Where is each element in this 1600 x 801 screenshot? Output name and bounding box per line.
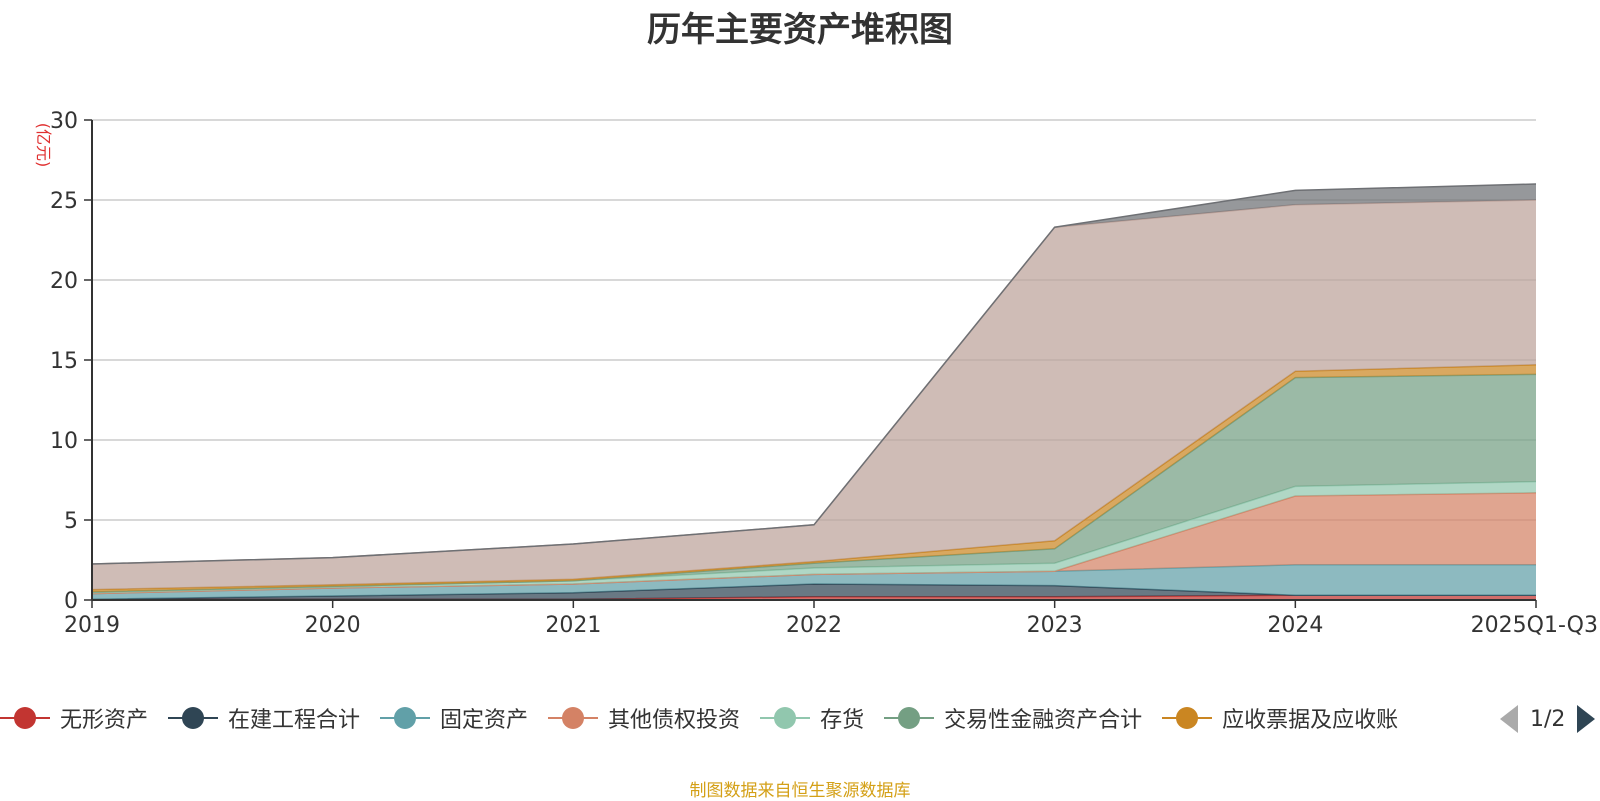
legend-item[interactable]: 在建工程合计 — [168, 702, 360, 734]
x-tick-label: 2022 — [786, 613, 842, 638]
legend-pager: 1/2 — [1500, 705, 1596, 733]
legend-item[interactable]: 交易性金融资产合计 — [884, 702, 1142, 734]
y-tick-label: 0 — [64, 589, 78, 614]
legend: 无形资产 在建工程合计 固定资产 其他债权投资 存货 交易性金融资产合计 应收票据及应收账 — [0, 700, 1418, 736]
legend-label: 无形资产 — [60, 708, 149, 733]
y-axis-label: (亿元) — [34, 123, 53, 168]
x-tick-label: 2025Q1-Q3 — [1471, 613, 1598, 638]
legend-item[interactable]: 存货 — [760, 702, 864, 734]
legend-label: 交易性金融资产合计 — [944, 708, 1143, 733]
y-tick-label: 25 — [50, 189, 78, 214]
area-series-5 — [92, 374, 1536, 592]
legend-marker-icon — [548, 706, 599, 730]
area-series-1 — [92, 584, 1536, 600]
legend-marker-icon — [760, 706, 811, 730]
legend-label: 存货 — [820, 708, 865, 733]
legend-label: 在建工程合计 — [228, 708, 361, 733]
chart-title: 历年主要资产堆积图 — [647, 10, 953, 50]
legend-item[interactable]: 固定资产 — [380, 702, 528, 734]
legend-marker-icon — [380, 706, 431, 730]
legend-marker-icon — [1162, 706, 1213, 730]
legend-marker-icon — [884, 706, 935, 730]
x-tick-label: 2023 — [1027, 613, 1083, 638]
y-tick-label: 10 — [50, 429, 78, 454]
area-series-2 — [92, 564, 1536, 600]
legend-item[interactable]: 应收票据及应收账 — [1162, 702, 1398, 734]
legend-label: 固定资产 — [440, 708, 529, 733]
legend-marker-icon — [0, 706, 50, 730]
line-series-8 — [91, 183, 1537, 565]
area-series-3 — [92, 492, 1536, 594]
pager-prev-arrow-icon[interactable] — [1500, 705, 1518, 733]
x-tick-label: 2019 — [64, 613, 120, 638]
legend-marker-icon — [168, 706, 219, 730]
y-tick-label: 20 — [50, 269, 78, 294]
x-tick-label: 2020 — [305, 613, 361, 638]
legend-label: 其他债权投资 — [608, 708, 741, 733]
y-tick-label: 30 — [50, 109, 78, 134]
legend-label: 应收票据及应收账 — [1222, 708, 1399, 733]
y-tick-label: 5 — [64, 509, 78, 534]
y-tick-label: 15 — [50, 349, 78, 374]
pager-text: 1/2 — [1530, 706, 1566, 732]
x-tick-label: 2021 — [545, 613, 601, 638]
legend-item[interactable]: 无形资产 — [0, 702, 148, 734]
pager-next-arrow-icon[interactable] — [1577, 705, 1596, 733]
x-tick-label: 2024 — [1267, 613, 1323, 638]
legend-item[interactable]: 其他债权投资 — [548, 702, 740, 734]
area-series-7 — [92, 200, 1536, 590]
source-note: 制图数据来自恒生聚源数据库 — [689, 781, 911, 801]
area-series-4 — [92, 481, 1536, 594]
